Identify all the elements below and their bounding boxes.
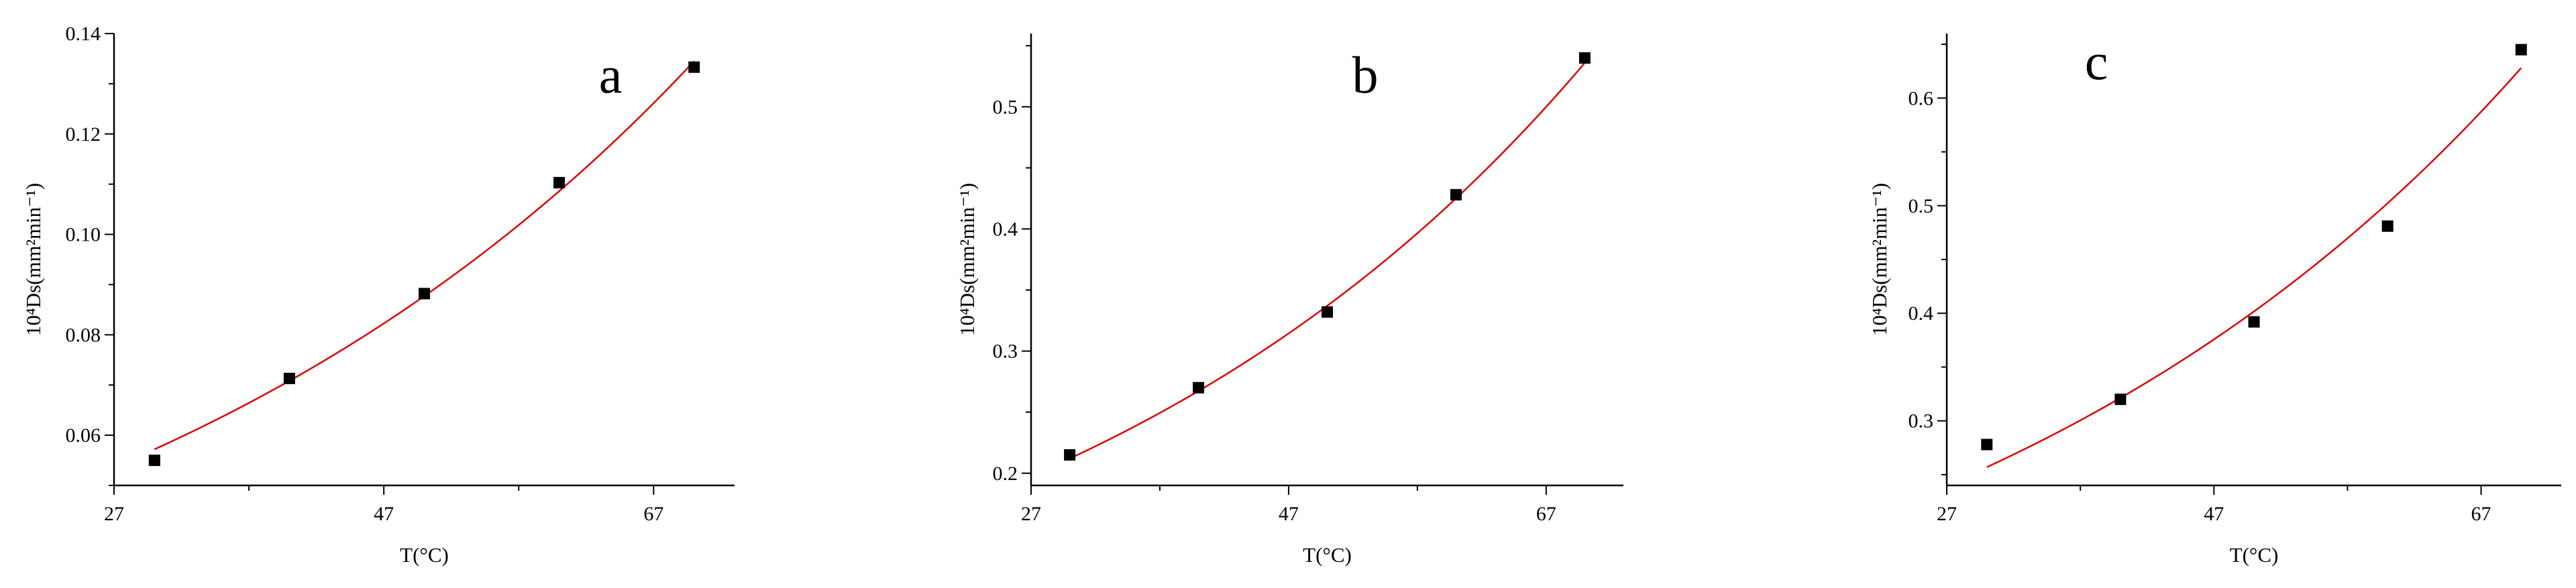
data-point-2: [283, 372, 295, 384]
x-tick-label: 27: [104, 503, 124, 525]
y-tick-label: 0.2: [993, 463, 1018, 485]
chart-panel-c: 27 47 67 0.3 0.4 0.5 0.6 T(°C) 10⁴Ds(mm²min⁻¹) c: [1868, 32, 2561, 567]
chart-panel-a: 27 47 67 0.06 0.08 0.10 0.12 0.14 T(°C) 10⁴Ds(mm²…: [21, 23, 735, 567]
x-tick-label: 47: [374, 503, 394, 525]
panel-letter: c: [2085, 32, 2108, 91]
data-point-3: [2248, 316, 2260, 328]
y-tick-label: 0.5: [1909, 195, 1934, 217]
x-tick-label: 27: [1021, 503, 1041, 525]
data-point-4: [553, 176, 566, 188]
y-tick-label: 0.10: [66, 224, 101, 246]
y-tick-label: 0.6: [1909, 87, 1934, 109]
y-tick-label: 0.3: [993, 341, 1018, 363]
x-axis-title: T(°C): [2230, 543, 2279, 567]
y-tick-label: 0.5: [993, 96, 1018, 118]
y-tick-label: 0.4: [993, 218, 1018, 240]
data-point-3: [1322, 306, 1333, 318]
y-tick-label: 0.3: [1909, 410, 1934, 432]
x-tick-label: 67: [2471, 503, 2491, 525]
y-tick-label: 0.4: [1909, 302, 1934, 325]
x-tick-label: 47: [2204, 503, 2224, 525]
y-tick-label: 0.06: [66, 424, 101, 447]
panel-letter: b: [1352, 46, 1379, 104]
fit-curve: [1069, 62, 1586, 460]
x-tick-label: 47: [1279, 503, 1299, 525]
data-point-2: [2114, 394, 2127, 406]
y-axis-title: 10⁴Ds(mm²min⁻¹): [21, 183, 45, 336]
chart-panel-b: 27 47 67 0.2 0.3 0.4 0.5 T(°C) 10⁴Ds(mm²min⁻¹) b: [955, 34, 1623, 567]
y-tick-label: 0.14: [66, 23, 101, 45]
data-point-3: [419, 288, 430, 300]
x-axis-title: T(°C): [1303, 543, 1352, 567]
x-axis-title: T(°C): [400, 543, 449, 567]
data-point-4: [2381, 220, 2394, 232]
x-tick-label: 67: [643, 503, 663, 525]
x-tick-label: 67: [1536, 503, 1556, 525]
data-point-5: [688, 61, 700, 73]
data-point-5: [1578, 52, 1591, 64]
x-tick-label: 27: [1937, 503, 1957, 525]
data-point-4: [1450, 188, 1462, 200]
y-axis-title: 10⁴Ds(mm²min⁻¹): [1868, 183, 1891, 336]
y-tick-label: 0.08: [66, 324, 101, 346]
data-point-1: [148, 455, 160, 467]
fit-curve: [154, 60, 695, 451]
panel-letter: a: [599, 46, 623, 104]
y-axis-title: 10⁴Ds(mm²min⁻¹): [955, 183, 979, 336]
data-point-5: [2515, 44, 2527, 56]
data-point-1: [1064, 449, 1076, 461]
data-point-2: [1193, 381, 1205, 394]
fit-curve: [1986, 67, 2522, 468]
y-tick-label: 0.12: [66, 123, 101, 145]
data-point-1: [1981, 438, 1993, 451]
